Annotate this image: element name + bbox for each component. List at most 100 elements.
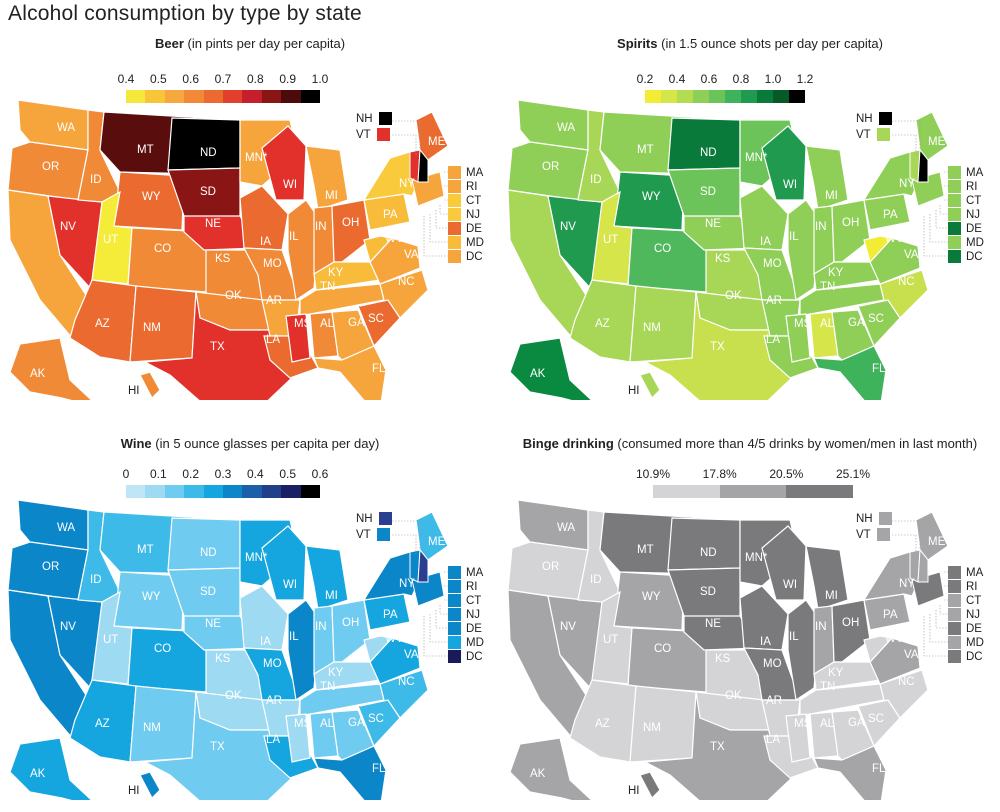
state-nh [917, 548, 929, 583]
legend-item-ri: RI [448, 580, 478, 593]
state-label-nd: ND [200, 547, 217, 559]
scale-step [242, 485, 262, 498]
state-label-id: ID [590, 174, 602, 186]
scale-tick-label: 0.5 [279, 467, 296, 481]
legend-label: NJ [466, 208, 481, 221]
legend-item-md: MD [948, 636, 984, 649]
scale-step [261, 90, 282, 103]
leader-line [923, 216, 948, 257]
state-label-nc: NC [898, 276, 915, 288]
state-label-ky: KY [828, 267, 844, 279]
legend-item-ct: CT [448, 594, 481, 607]
legend-label: DE [966, 622, 982, 635]
scale-step [126, 485, 146, 498]
state-label-sd: SD [700, 186, 716, 198]
state-nd [667, 517, 741, 571]
scale-step [164, 485, 185, 498]
state-label-ne: NE [705, 618, 721, 630]
state-label-me: ME [928, 536, 946, 548]
state-fl [813, 745, 887, 800]
state-label-ar: AR [766, 695, 782, 707]
state-label-wa: WA [57, 522, 75, 534]
state-label-nm: NM [643, 322, 661, 334]
state-label-fl: FL [372, 363, 386, 375]
legend-label: NH [356, 112, 373, 125]
leader-line [435, 210, 448, 229]
state-label-ne: NE [205, 218, 221, 230]
legend-label: MA [466, 166, 484, 179]
scale-step [645, 90, 661, 103]
state-nm [129, 285, 197, 363]
legend-swatch [448, 650, 461, 663]
state-il [787, 199, 821, 302]
leader-line [939, 205, 948, 215]
state-label-ar: AR [266, 695, 282, 707]
state-hi [639, 771, 661, 800]
legend-item-nj: NJ [448, 608, 480, 621]
state-label-id: ID [90, 574, 102, 586]
state-label-tx: TX [710, 741, 725, 753]
state-label-hi: HI [128, 385, 140, 397]
state-tx [142, 291, 299, 400]
state-label-mi: MI [825, 190, 838, 202]
legend-swatch [948, 608, 961, 621]
state-label-nm: NM [143, 322, 161, 334]
scale-step [300, 485, 321, 498]
state-label-nc: NC [898, 676, 915, 688]
state-label-ut: UT [103, 234, 118, 246]
state-label-mi: MI [825, 590, 838, 602]
scale-tick-label: 0.2 [636, 72, 654, 86]
scale-tick-label: 0.8 [246, 72, 264, 86]
color-scale: 10.9% 17.8% 20.5% 25.1% [636, 467, 870, 501]
state-label-ny: NY [899, 178, 915, 190]
panel-title: Wine (in 5 ounce glasses per capita per … [0, 436, 500, 451]
state-ia [239, 585, 289, 651]
legend-swatch [948, 580, 961, 593]
state-label-me: ME [428, 136, 446, 148]
state-label-ms: MS [794, 318, 812, 330]
legend-swatch [948, 166, 961, 179]
scale-tick-label: 1.0 [764, 72, 782, 86]
state-label-ks: KS [215, 253, 231, 265]
leader-line [392, 120, 421, 150]
legend-item-ct: CT [448, 194, 481, 207]
panel-title-bold: Spirits [617, 36, 658, 51]
scale-tick-label: 10.9% [635, 467, 671, 481]
legend-label: DC [966, 650, 983, 663]
state-label-az: AZ [595, 318, 610, 330]
legend-item-ma: MA [948, 166, 983, 179]
panel-binge: Binge drinking (consumed more than 4/5 d… [500, 400, 1000, 800]
state-label-mn: MN* [245, 152, 268, 164]
state-label-oh: OH [842, 617, 859, 629]
legend-item-de: DE [948, 622, 982, 635]
panel-title: Beer (in pints per day per capita) [0, 36, 500, 51]
state-label-wa: WA [57, 122, 75, 134]
state-label-al: AL [320, 318, 335, 330]
state-label-va: VA [404, 649, 419, 661]
legend-label: NJ [966, 208, 981, 221]
state-label-wi: WI [783, 579, 797, 591]
state-label-ut: UT [103, 634, 118, 646]
legend-label: MD [966, 636, 984, 649]
legend-label: DE [466, 222, 482, 235]
leader-line [429, 214, 448, 243]
legend-item-md: MD [448, 236, 484, 249]
state-ia [739, 585, 789, 651]
state-label-ny: NY [399, 578, 415, 590]
legend-swatch [448, 194, 461, 207]
leader-line [923, 616, 948, 657]
scale-tick-label: 0.6 [182, 72, 199, 86]
state-tx [642, 691, 799, 800]
legend-swatch [948, 180, 961, 193]
scale-step [709, 90, 725, 103]
legend-item-ma: MA [448, 566, 483, 579]
state-tx [642, 291, 799, 400]
state-wi [761, 125, 807, 201]
scale-tick-label: 0.1 [149, 467, 167, 481]
state-ak [9, 737, 93, 800]
state-ne [683, 215, 760, 251]
scale-bar [126, 485, 321, 498]
panel-title-detail: (consumed more than 4/5 drinks by women/… [613, 436, 978, 451]
state-label-wy: WY [142, 591, 161, 603]
scale-tick-label: 1.0 [311, 72, 329, 86]
